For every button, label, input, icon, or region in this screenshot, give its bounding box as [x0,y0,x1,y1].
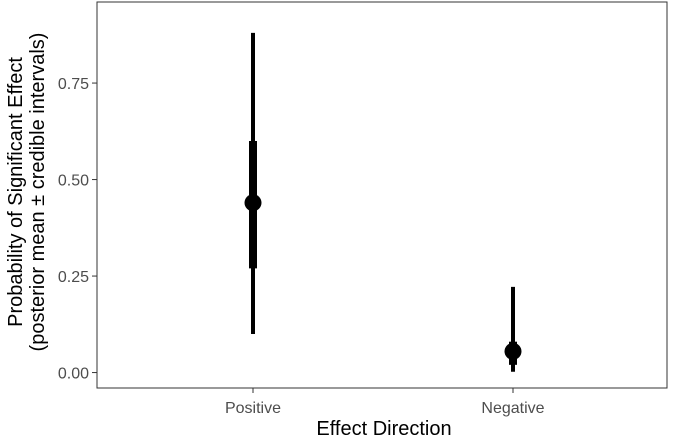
y-tick-label: 0.25 [58,269,89,286]
mean-point-negative [504,342,522,360]
y-tick-label: 0.75 [58,76,89,93]
marks-layer [244,32,522,372]
mean-point-positive [244,194,262,212]
y-axis-title-line1: Probability of Significant Effect [5,57,27,327]
y-tick-label: 0.50 [58,173,89,190]
x-tick-label: Positive [225,400,281,417]
x-tick-label: Negative [481,400,544,417]
plot-panel-border [96,1,668,389]
y-axis-title-line2: (posterior mean ± credible intervals) [27,33,49,352]
axes-layer: 0.00 0.25 0.50 0.75 Positive Negative [58,76,545,417]
y-tick-label: 0.00 [58,366,89,383]
x-axis-title: Effect Direction [316,418,451,438]
